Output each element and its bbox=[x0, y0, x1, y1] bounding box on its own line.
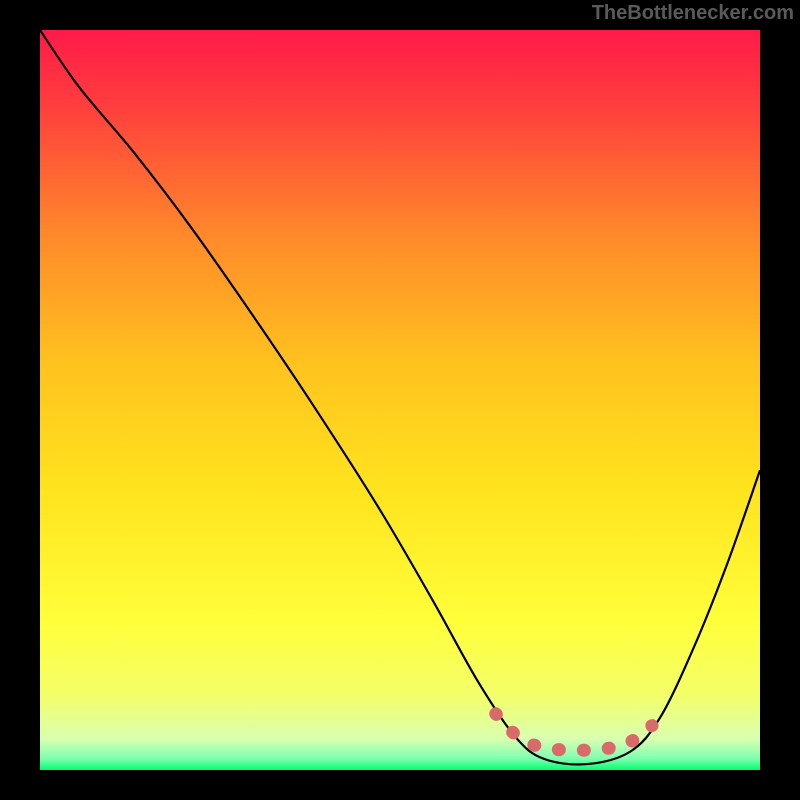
bottleneck-chart bbox=[0, 0, 800, 800]
watermark-text: TheBottlenecker.com bbox=[592, 2, 794, 25]
chart-stage: TheBottlenecker.com bbox=[0, 0, 800, 800]
gradient-background bbox=[40, 30, 760, 770]
